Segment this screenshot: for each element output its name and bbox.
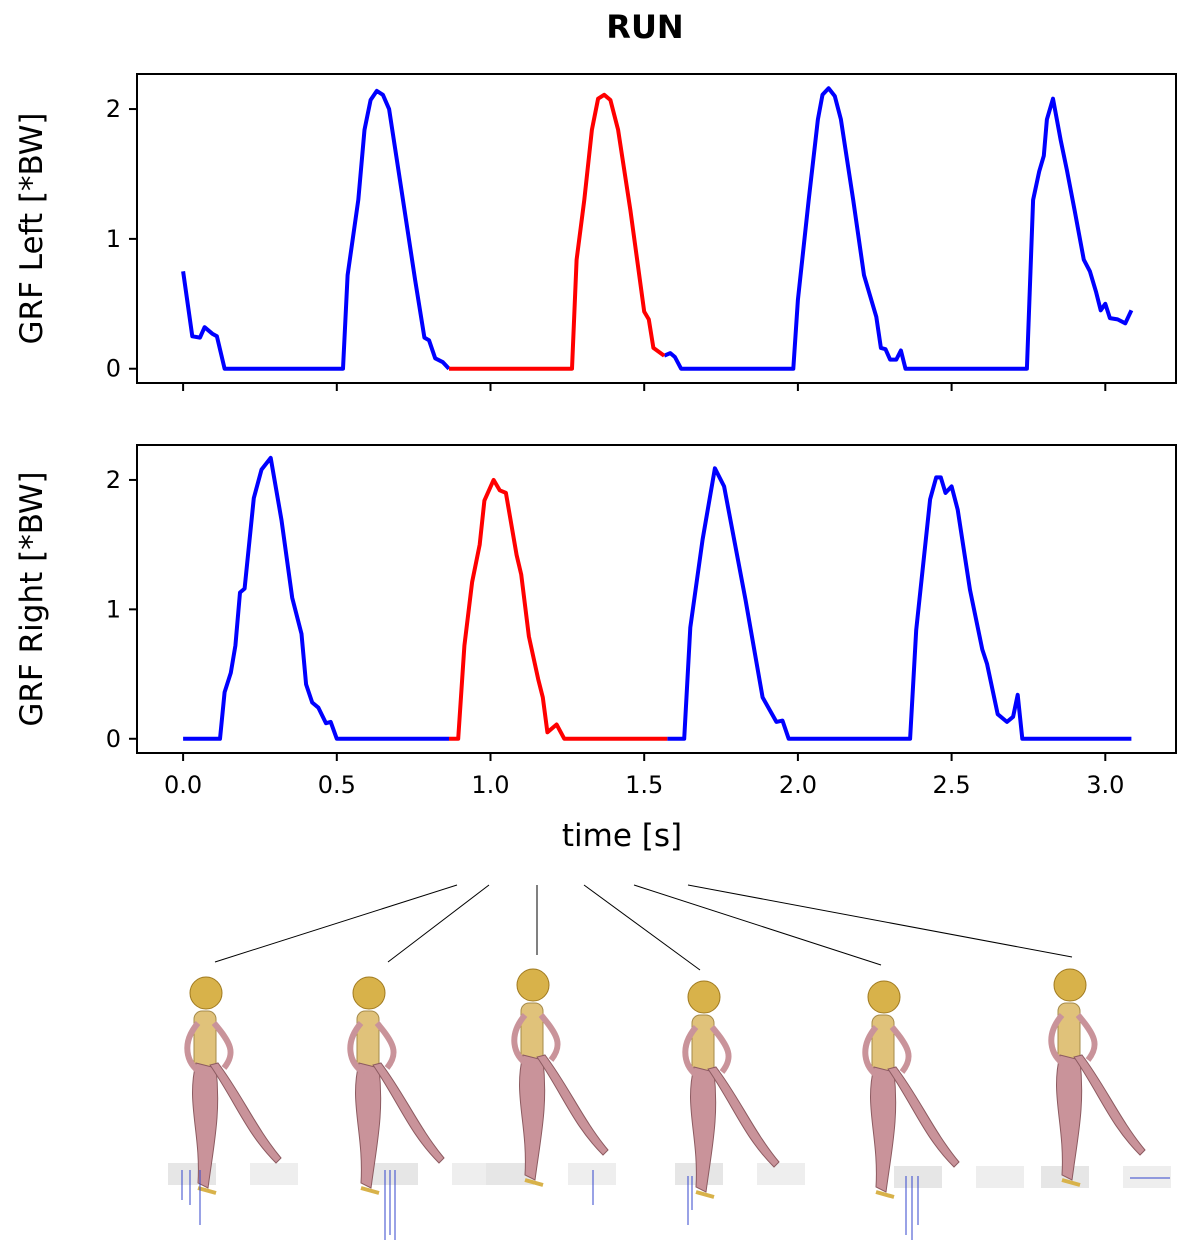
- x-tick-label: 0.0: [164, 771, 202, 799]
- data-line: [183, 455, 1132, 741]
- data-line: [449, 92, 666, 371]
- y-tick-label: 2: [106, 466, 121, 494]
- data-line: [181, 86, 1134, 371]
- chart-title: RUN: [606, 8, 683, 46]
- x-tick-label: 2.0: [779, 771, 817, 799]
- plot-frame: [136, 73, 1177, 384]
- y-tick-label: 0: [106, 725, 121, 753]
- x-tick-label: 0.5: [318, 771, 356, 799]
- y-tick-label: 0: [106, 355, 121, 383]
- y-axis-label: GRF Left [*BW]: [14, 113, 50, 345]
- y-axis-label: GRF Right [*BW]: [14, 471, 50, 726]
- plot-frame: [136, 444, 1177, 754]
- x-tick-label: 2.5: [933, 771, 971, 799]
- data-line: [449, 477, 668, 741]
- x-tick-label: 1.0: [471, 771, 509, 799]
- y-tick-label: 1: [106, 225, 121, 253]
- x-axis-label: time [s]: [562, 818, 682, 854]
- y-tick-label: 1: [106, 595, 121, 623]
- skeletons: [168, 969, 1171, 1240]
- x-tick-label: 3.0: [1086, 771, 1124, 799]
- x-tick-label: 1.5: [625, 771, 663, 799]
- illustration: [214, 884, 1073, 971]
- y-tick-label: 2: [106, 95, 121, 123]
